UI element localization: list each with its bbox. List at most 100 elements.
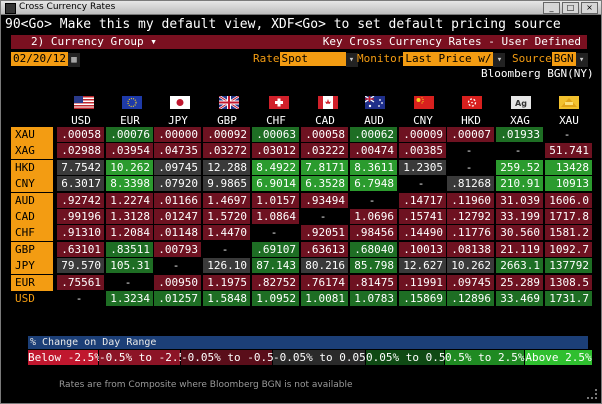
row-label-hkd[interactable]: HKD — [11, 160, 53, 176]
row-label-cad[interactable]: CAD — [11, 209, 53, 225]
rate-select[interactable]: Spot — [279, 52, 346, 66]
row-label-eur[interactable]: EUR — [11, 275, 53, 291]
rate-cell-gbp-usd[interactable]: .63101 — [57, 242, 104, 257]
calendar-icon[interactable]: ▦ — [67, 53, 80, 67]
source-dropdown-icon[interactable]: ▾ — [575, 53, 588, 67]
rate-cell-gbp-cad[interactable]: .63613 — [301, 242, 348, 257]
rate-cell-aud-aud[interactable]: - — [350, 193, 397, 208]
rate-cell-aud-hkd[interactable]: .11960 — [447, 193, 494, 208]
rate-cell-xau-jpy[interactable]: .00000 — [154, 127, 201, 142]
rate-cell-usd-aud[interactable]: 1.0783 — [350, 291, 397, 306]
rate-cell-xag-usd[interactable]: .02988 — [57, 143, 104, 158]
row-label-xau[interactable]: XAU — [11, 127, 53, 143]
rate-cell-usd-xau[interactable]: 1731.7 — [545, 291, 592, 306]
rate-cell-aud-usd[interactable]: .92742 — [57, 193, 104, 208]
rate-cell-xau-cad[interactable]: .00058 — [301, 127, 348, 142]
rate-cell-chf-aud[interactable]: .98456 — [350, 225, 397, 240]
rate-cell-xau-gbp[interactable]: .00092 — [203, 127, 250, 142]
rate-cell-hkd-usd[interactable]: 7.7542 — [57, 160, 104, 175]
rate-cell-usd-xag[interactable]: 33.469 — [496, 291, 543, 306]
rate-cell-cny-eur[interactable]: 8.3398 — [106, 176, 153, 191]
rate-cell-aud-chf[interactable]: 1.0157 — [252, 193, 299, 208]
rate-cell-cad-hkd[interactable]: .12792 — [447, 209, 494, 224]
rate-cell-xag-cad[interactable]: .03222 — [301, 143, 348, 158]
rate-cell-xag-chf[interactable]: .03012 — [252, 143, 299, 158]
row-label-gbp[interactable]: GBP — [11, 242, 53, 258]
rate-cell-jpy-xag[interactable]: 2663.1 — [496, 258, 543, 273]
rate-cell-aud-xau[interactable]: 1606.0 — [545, 193, 592, 208]
rate-cell-cny-cad[interactable]: 6.3528 — [301, 176, 348, 191]
row-label-cny[interactable]: CNY — [11, 176, 53, 192]
rate-cell-chf-xau[interactable]: 1581.2 — [545, 225, 592, 240]
rate-cell-chf-jpy[interactable]: .01148 — [154, 225, 201, 240]
rate-cell-usd-cad[interactable]: 1.0081 — [301, 291, 348, 306]
rate-cell-aud-cad[interactable]: .93494 — [301, 193, 348, 208]
resize-grip-icon[interactable] — [587, 389, 597, 399]
source-select[interactable]: BGN — [551, 52, 576, 66]
rate-cell-cad-usd[interactable]: .99196 — [57, 209, 104, 224]
rate-cell-jpy-cny[interactable]: 12.627 — [399, 258, 446, 273]
rate-cell-eur-xag[interactable]: 25.289 — [496, 275, 543, 290]
rate-cell-usd-jpy[interactable]: .01257 — [154, 291, 201, 306]
rate-cell-cad-xau[interactable]: 1717.8 — [545, 209, 592, 224]
rate-cell-chf-chf[interactable]: - — [252, 225, 299, 240]
rate-cell-gbp-xag[interactable]: 21.119 — [496, 242, 543, 257]
rate-cell-xag-aud[interactable]: .00474 — [350, 143, 397, 158]
rate-dropdown-icon[interactable]: ▾ — [345, 53, 358, 67]
row-label-xag[interactable]: XAG — [11, 143, 53, 159]
close-button[interactable]: × — [581, 2, 598, 14]
rate-cell-hkd-aud[interactable]: 8.3611 — [350, 160, 397, 175]
date-input[interactable]: 02/20/12 — [11, 52, 68, 66]
rate-cell-jpy-cad[interactable]: 80.216 — [301, 258, 348, 273]
rate-cell-hkd-jpy[interactable]: .09745 — [154, 160, 201, 175]
rate-cell-chf-xag[interactable]: 30.560 — [496, 225, 543, 240]
rate-cell-usd-eur[interactable]: 1.3234 — [106, 291, 153, 306]
rate-cell-cny-xag[interactable]: 210.91 — [496, 176, 543, 191]
rate-cell-hkd-chf[interactable]: 8.4922 — [252, 160, 299, 175]
rate-cell-xag-gbp[interactable]: .03272 — [203, 143, 250, 158]
rate-cell-xau-xag[interactable]: .01933 — [496, 127, 543, 142]
rate-cell-xag-eur[interactable]: .03954 — [106, 143, 153, 158]
rate-cell-usd-cny[interactable]: .15869 — [399, 291, 446, 306]
rate-cell-chf-eur[interactable]: 1.2084 — [106, 225, 153, 240]
rate-cell-eur-chf[interactable]: .82752 — [252, 275, 299, 290]
rate-cell-xau-eur[interactable]: .00076 — [106, 127, 153, 142]
rate-cell-aud-jpy[interactable]: .01166 — [154, 193, 201, 208]
rate-cell-cad-gbp[interactable]: 1.5720 — [203, 209, 250, 224]
rate-cell-cad-chf[interactable]: 1.0864 — [252, 209, 299, 224]
rate-cell-jpy-eur[interactable]: 105.31 — [106, 258, 153, 273]
rate-cell-chf-gbp[interactable]: 1.4470 — [203, 225, 250, 240]
row-label-jpy[interactable]: JPY — [11, 258, 53, 274]
rate-cell-xau-hkd[interactable]: .00007 — [447, 127, 494, 142]
rate-cell-cny-hkd[interactable]: .81268 — [447, 176, 494, 191]
rate-cell-xau-aud[interactable]: .00062 — [350, 127, 397, 142]
rate-cell-gbp-cny[interactable]: .10013 — [399, 242, 446, 257]
rate-cell-cny-aud[interactable]: 6.7948 — [350, 176, 397, 191]
rate-cell-cad-aud[interactable]: 1.0696 — [350, 209, 397, 224]
rate-cell-cad-xag[interactable]: 33.199 — [496, 209, 543, 224]
rate-cell-eur-gbp[interactable]: 1.1975 — [203, 275, 250, 290]
rate-cell-aud-xag[interactable]: 31.039 — [496, 193, 543, 208]
rate-cell-xau-usd[interactable]: .00058 — [57, 127, 104, 142]
minimize-button[interactable]: _ — [543, 2, 560, 14]
rate-cell-gbp-gbp[interactable]: - — [203, 242, 250, 257]
rate-cell-gbp-jpy[interactable]: .00793 — [154, 242, 201, 257]
rate-cell-eur-hkd[interactable]: .09745 — [447, 275, 494, 290]
row-label-chf[interactable]: CHF — [11, 225, 53, 241]
rate-cell-eur-eur[interactable]: - — [106, 275, 153, 290]
rate-cell-chf-cny[interactable]: .14490 — [399, 225, 446, 240]
rate-cell-hkd-xag[interactable]: 259.52 — [496, 160, 543, 175]
rate-cell-hkd-cad[interactable]: 7.8171 — [301, 160, 348, 175]
rate-cell-xag-cny[interactable]: .00385 — [399, 143, 446, 158]
rate-cell-usd-usd[interactable]: - — [57, 291, 104, 306]
rate-cell-xau-xau[interactable]: - — [545, 127, 592, 142]
rate-cell-cad-cad[interactable]: - — [301, 209, 348, 224]
rate-cell-cny-gbp[interactable]: 9.9865 — [203, 176, 250, 191]
rate-cell-eur-cny[interactable]: .11991 — [399, 275, 446, 290]
rate-cell-cny-jpy[interactable]: .07920 — [154, 176, 201, 191]
currency-group-menu[interactable]: 2) Currency Group ▾ — [31, 35, 157, 48]
rate-cell-eur-xau[interactable]: 1308.5 — [545, 275, 592, 290]
rate-cell-eur-cad[interactable]: .76174 — [301, 275, 348, 290]
rate-cell-gbp-hkd[interactable]: .08138 — [447, 242, 494, 257]
rate-cell-xau-chf[interactable]: .00063 — [252, 127, 299, 142]
